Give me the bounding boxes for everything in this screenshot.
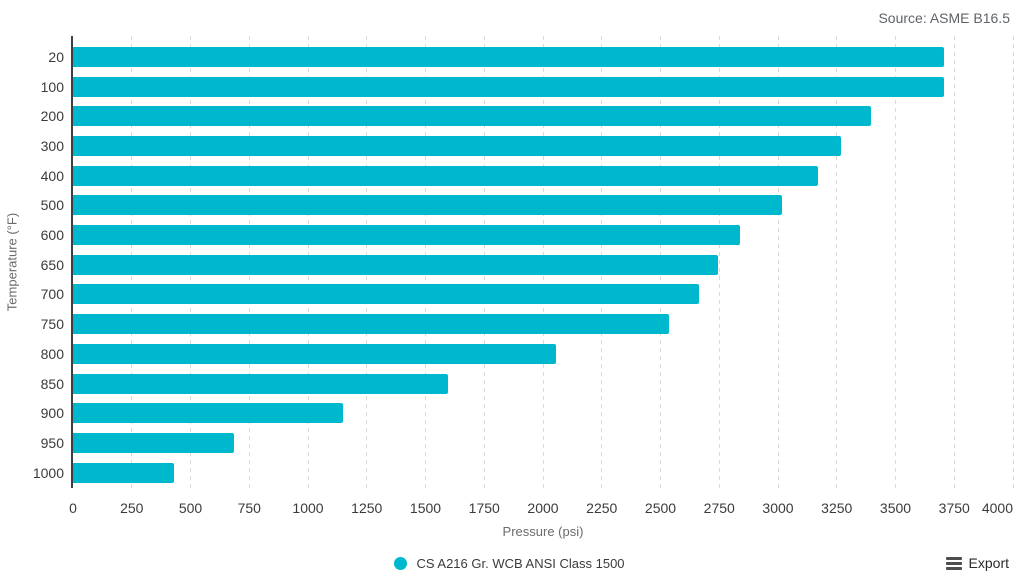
gridline-4000 <box>1012 36 1014 488</box>
x-axis-title: Pressure (psi) <box>502 524 584 539</box>
bar-1000F[interactable] <box>73 462 175 483</box>
y-tick-label-950: 950 <box>40 434 64 451</box>
export-button[interactable]: Export <box>945 552 1009 574</box>
gridline-2750 <box>718 36 720 488</box>
x-tick-label-750: 750 <box>237 500 261 516</box>
y-tick-label-750: 750 <box>40 316 64 333</box>
bar-800F[interactable] <box>73 343 556 364</box>
x-tick-label-250: 250 <box>120 500 144 516</box>
bar-700F[interactable] <box>73 284 700 305</box>
gridline-3000 <box>777 36 779 488</box>
y-axis-line <box>71 36 73 488</box>
x-tick-label-3250: 3250 <box>821 500 853 516</box>
bar-600F[interactable] <box>73 225 741 246</box>
bar-200F[interactable] <box>73 106 871 127</box>
x-tick-label-4000: 4000 <box>981 500 1013 516</box>
y-tick-label-200: 200 <box>40 108 64 125</box>
x-tick-label-0: 0 <box>69 500 77 516</box>
bar-950F[interactable] <box>73 432 234 453</box>
gridline-3750 <box>953 36 955 488</box>
x-tick-label-1250: 1250 <box>351 500 383 516</box>
bar-850F[interactable] <box>73 373 448 394</box>
y-tick-label-800: 800 <box>40 345 64 362</box>
source-label: Source: ASME B16.5 <box>878 10 1010 26</box>
x-tick-label-1500: 1500 <box>409 500 442 516</box>
y-tick-label-500: 500 <box>40 197 64 214</box>
x-tick-label-2500: 2500 <box>644 500 677 516</box>
bar-100F[interactable] <box>73 76 944 97</box>
bar-750F[interactable] <box>73 314 669 335</box>
x-tick-label-2750: 2750 <box>703 500 735 516</box>
bar-900F[interactable] <box>73 403 344 424</box>
x-tick-label-1000: 1000 <box>292 500 324 516</box>
gridline-3500 <box>895 36 896 488</box>
legend-marker-dot <box>394 556 408 570</box>
bar-20F[interactable] <box>73 46 944 67</box>
y-axis-title: Temperature (°F) <box>4 212 20 312</box>
legend-item[interactable]: CS A216 Gr. WCB ANSI Class 1500 <box>0 552 1019 574</box>
y-tick-label-850: 850 <box>40 375 64 392</box>
x-tick-label-3500: 3500 <box>879 500 912 516</box>
x-tick-label-3000: 3000 <box>762 500 794 516</box>
y-tick-label-700: 700 <box>40 286 64 303</box>
x-tick-label-2250: 2250 <box>586 500 618 516</box>
y-tick-label-100: 100 <box>40 78 64 95</box>
x-tick-label-3750: 3750 <box>938 500 970 516</box>
x-tick-label-1750: 1750 <box>468 500 500 516</box>
x-tick-label-2000: 2000 <box>527 500 559 516</box>
x-tick-label-500: 500 <box>178 500 203 516</box>
bar-300F[interactable] <box>73 135 842 156</box>
gridline-3250 <box>836 36 838 488</box>
y-tick-label-300: 300 <box>40 137 64 154</box>
y-tick-label-20: 20 <box>48 48 64 65</box>
bar-400F[interactable] <box>73 165 818 186</box>
legend-label: CS A216 Gr. WCB ANSI Class 1500 <box>416 555 625 571</box>
y-tick-label-600: 600 <box>40 227 64 244</box>
bar-650F[interactable] <box>73 254 719 275</box>
export-button-label: Export <box>968 555 1009 571</box>
y-tick-label-900: 900 <box>40 405 64 422</box>
y-tick-label-400: 400 <box>40 167 64 184</box>
y-tick-label-650: 650 <box>40 256 64 273</box>
hamburger-menu-icon <box>945 556 962 570</box>
y-tick-label-1000: 1000 <box>32 464 64 481</box>
bar-500F[interactable] <box>73 195 782 216</box>
